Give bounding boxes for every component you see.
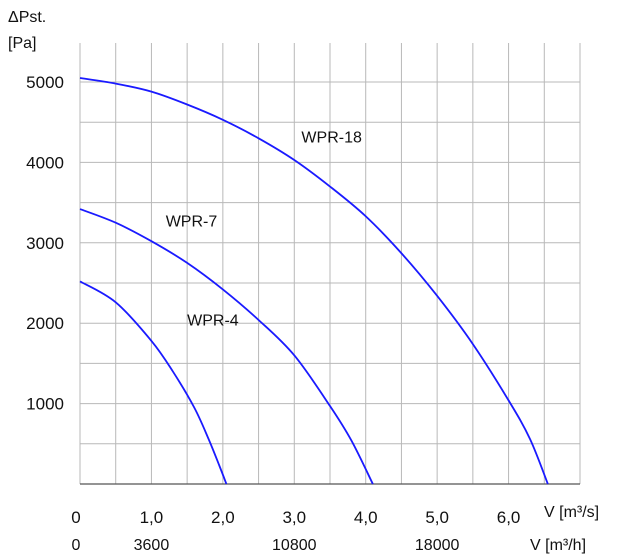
series-label-wpr-4: WPR-4 <box>187 313 239 330</box>
x-tick-label-m3s: 4,0 <box>354 508 378 527</box>
series-line-wpr-4 <box>79 280 228 485</box>
y-axis-label-line1: ΔPst. <box>8 9 46 26</box>
y-axis-label-line2: [Pa] <box>8 35 36 52</box>
x-tick-label-m3s: 0 <box>71 508 80 527</box>
y-tick-label: 4000 <box>26 153 64 172</box>
x-tick-label-m3s: 3,0 <box>282 508 306 527</box>
x-tick-label-m3s: 2,0 <box>211 508 235 527</box>
series-line-wpr-18 <box>79 77 549 485</box>
x-tick-labels-m3s: 0 1,0 2,0 3,0 4,0 5,0 6,0 <box>71 508 520 527</box>
x-axis-label-m3h: V [m³/h] <box>530 537 586 554</box>
y-tick-label: 1000 <box>26 395 64 414</box>
x-tick-label-m3s: 1,0 <box>140 508 164 527</box>
series-label-wpr-18: WPR-18 <box>301 129 362 146</box>
y-tick-label: 3000 <box>26 234 64 253</box>
y-tick-labels: 1000 2000 3000 4000 5000 <box>26 73 64 414</box>
series-line-wpr-7 <box>79 208 374 485</box>
y-tick-label: 2000 <box>26 314 64 333</box>
y-tick-label: 5000 <box>26 73 64 92</box>
x-tick-label-m3h: 3600 <box>134 537 170 554</box>
series-label-wpr-7: WPR-7 <box>166 214 218 231</box>
x-tick-label-m3h: 18000 <box>415 537 460 554</box>
x-tick-label-m3h: 10800 <box>272 537 317 554</box>
x-tick-labels-m3h: 0 3600 10800 18000 <box>72 537 460 554</box>
series-group <box>79 77 549 485</box>
x-axis-label-m3s: V [m³/s] <box>544 504 599 521</box>
curve-labels: WPR-18 WPR-7 WPR-4 <box>166 129 362 329</box>
x-tick-label-m3s: 5,0 <box>425 508 449 527</box>
x-tick-label-m3h: 0 <box>72 537 81 554</box>
grid <box>79 43 581 485</box>
x-tick-label-m3s: 6,0 <box>497 508 521 527</box>
